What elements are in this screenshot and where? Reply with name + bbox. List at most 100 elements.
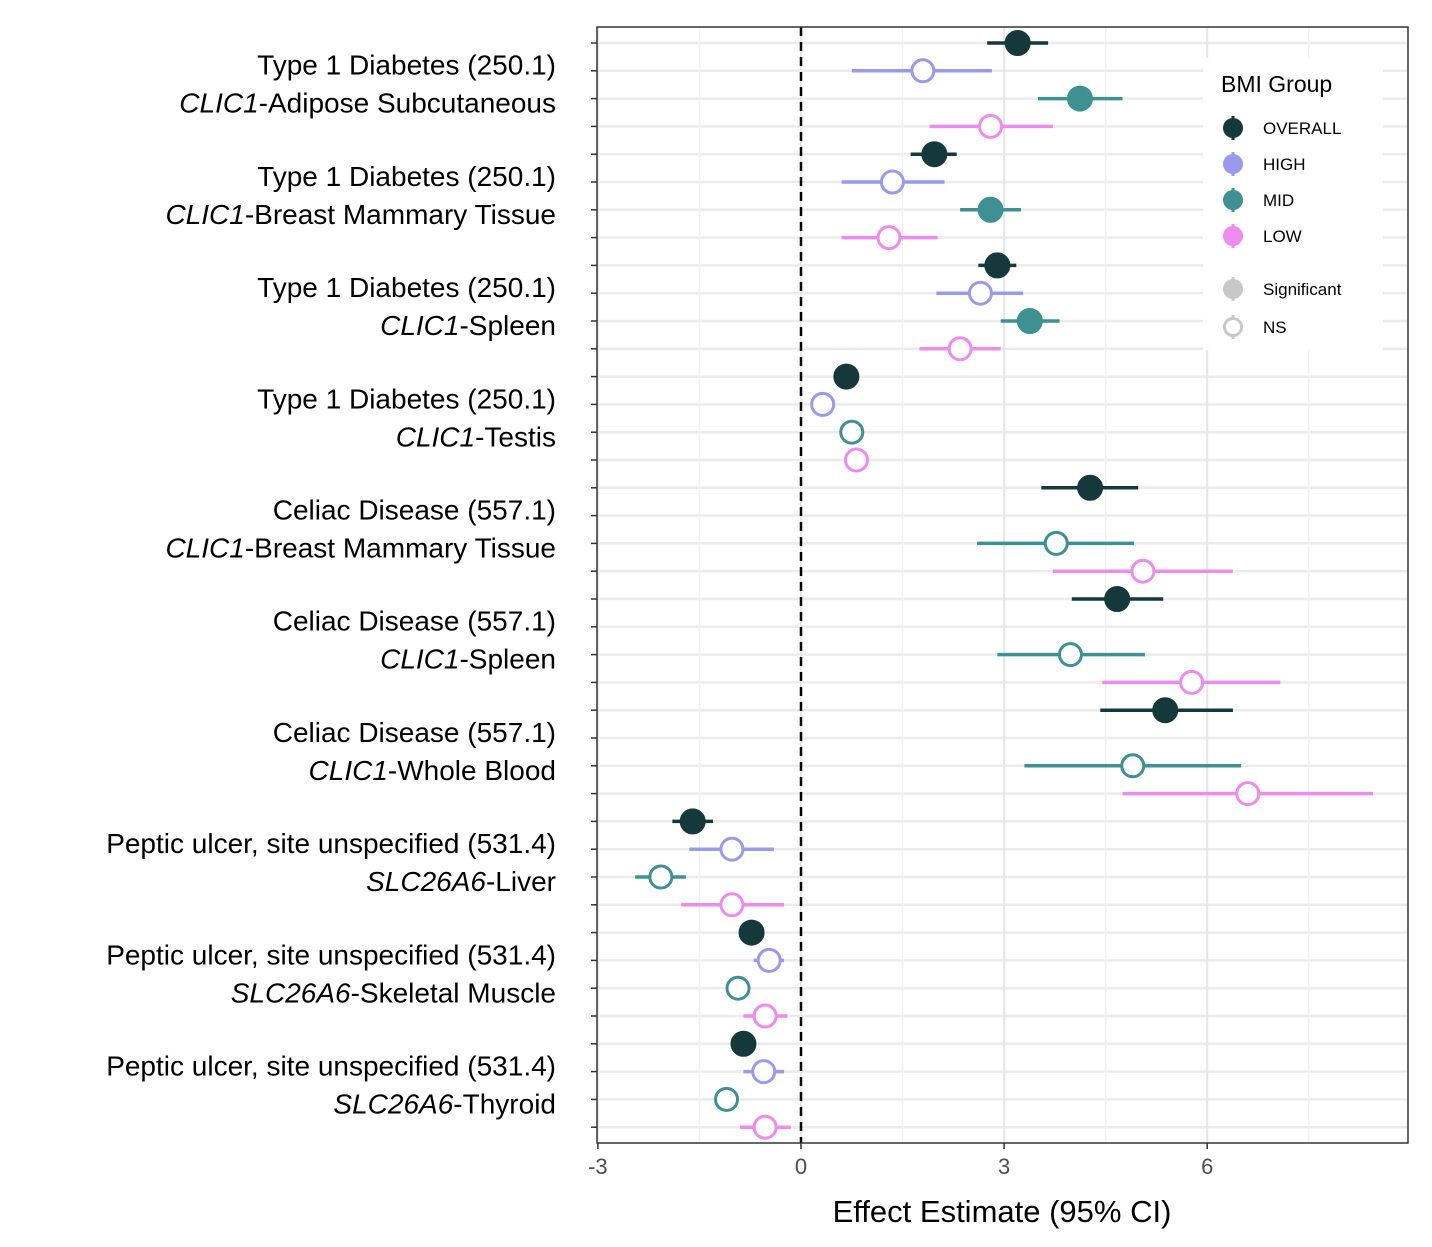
point-estimate bbox=[947, 336, 973, 362]
point-estimate bbox=[738, 919, 765, 946]
legend-key-point bbox=[1223, 226, 1243, 246]
gene-name: SLC26A6 bbox=[333, 1089, 453, 1120]
gene-tissue-label: CLIC1-Breast Mammary Tissue bbox=[165, 199, 556, 230]
point-estimate bbox=[714, 1086, 740, 1112]
tissue-name: -Whole Blood bbox=[388, 755, 556, 786]
point-estimate bbox=[876, 225, 902, 251]
legend-label: MID bbox=[1263, 191, 1294, 210]
point-estimate bbox=[1016, 308, 1043, 334]
tissue-name: -Adipose Subcutaneous bbox=[259, 88, 556, 119]
legend-key-point bbox=[1223, 118, 1243, 138]
tissue-name: -Spleen bbox=[459, 644, 556, 675]
y-labels-layer: Type 1 Diabetes (250.1)CLIC1-Adipose Sub… bbox=[106, 50, 556, 1120]
point-estimate bbox=[833, 363, 860, 390]
trait-label: Peptic ulcer, site unspecified (531.4) bbox=[106, 828, 556, 859]
point-estimate bbox=[1043, 530, 1069, 556]
point-estimate bbox=[1066, 85, 1093, 112]
point-estimate bbox=[1179, 669, 1205, 695]
tissue-name: -Skeletal Muscle bbox=[351, 977, 556, 1008]
axis-layer: -3 0 3 6 bbox=[588, 26, 1409, 1179]
point-estimate bbox=[648, 864, 674, 890]
legend-key-point bbox=[1223, 190, 1243, 210]
legend-label: OVERALL bbox=[1263, 119, 1341, 138]
point-estimate bbox=[730, 1030, 757, 1057]
trait-label: Type 1 Diabetes (250.1) bbox=[257, 161, 556, 192]
point-estimate bbox=[756, 947, 782, 973]
trait-label: Celiac Disease (557.1) bbox=[273, 495, 556, 526]
point-estimate bbox=[1104, 586, 1131, 612]
point-estimate bbox=[751, 1059, 777, 1085]
point-estimate bbox=[844, 447, 870, 473]
x-tick-label: 6 bbox=[1201, 1154, 1213, 1179]
trait-label: Peptic ulcer, site unspecified (531.4) bbox=[106, 939, 556, 970]
tissue-name: -Breast Mammary Tissue bbox=[245, 199, 556, 230]
gene-name: SLC26A6 bbox=[231, 977, 351, 1008]
legend: BMI Group OVERALL HIGH MID LOW Significant NS bbox=[1203, 58, 1383, 350]
point-estimate bbox=[977, 196, 1004, 223]
trait-label: Peptic ulcer, site unspecified (531.4) bbox=[106, 1051, 556, 1082]
point-estimate bbox=[910, 58, 936, 84]
point-estimate bbox=[752, 1114, 778, 1140]
gene-name: CLIC1 bbox=[165, 533, 244, 564]
gene-tissue-label: SLC26A6-Thyroid bbox=[333, 1089, 556, 1120]
gene-name: CLIC1 bbox=[165, 199, 244, 230]
gene-tissue-label: CLIC1-Spleen bbox=[380, 310, 556, 341]
legend-label: NS bbox=[1263, 318, 1287, 337]
legend-title: BMI Group bbox=[1221, 71, 1332, 97]
point-estimate bbox=[984, 252, 1011, 279]
gene-tissue-label: CLIC1-Whole Blood bbox=[309, 755, 556, 786]
legend-key-point bbox=[1223, 317, 1243, 337]
plot-border bbox=[596, 26, 1409, 1144]
grid-layer bbox=[596, 27, 1408, 1143]
point-estimate bbox=[1130, 558, 1156, 584]
gene-tissue-label: CLIC1-Breast Mammary Tissue bbox=[165, 533, 556, 564]
point-estimate bbox=[839, 419, 865, 445]
point-estimate bbox=[679, 808, 706, 835]
gene-name: SLC26A6 bbox=[366, 866, 486, 897]
tissue-name: -Liver bbox=[486, 866, 556, 897]
point-estimate bbox=[1120, 753, 1146, 779]
point-estimate bbox=[978, 113, 1004, 139]
point-estimate bbox=[752, 1003, 778, 1029]
point-estimate bbox=[725, 975, 751, 1001]
trait-label: Type 1 Diabetes (250.1) bbox=[257, 50, 556, 81]
gene-tissue-label: SLC26A6-Liver bbox=[366, 866, 556, 897]
point-estimate bbox=[1004, 30, 1031, 56]
gene-name: CLIC1 bbox=[179, 88, 258, 119]
point-estimate bbox=[719, 892, 745, 918]
trait-label: Type 1 Diabetes (250.1) bbox=[257, 272, 556, 303]
trait-label: Type 1 Diabetes (250.1) bbox=[257, 383, 556, 414]
point-estimate bbox=[1152, 697, 1179, 724]
trait-label: Celiac Disease (557.1) bbox=[273, 717, 556, 748]
point-estimate bbox=[921, 141, 948, 168]
point-estimate bbox=[967, 280, 993, 306]
marks-layer bbox=[635, 30, 1374, 1140]
x-tick-label: 0 bbox=[795, 1154, 807, 1179]
legend-label: LOW bbox=[1263, 227, 1302, 246]
gene-tissue-label: SLC26A6-Skeletal Muscle bbox=[231, 977, 556, 1008]
gene-tissue-label: CLIC1-Testis bbox=[396, 421, 556, 452]
tissue-name: -Spleen bbox=[459, 310, 556, 341]
point-estimate bbox=[879, 169, 905, 195]
x-tick-label: 3 bbox=[998, 1154, 1010, 1179]
tissue-name: -Testis bbox=[475, 421, 556, 452]
x-tick-label: -3 bbox=[588, 1154, 608, 1179]
point-estimate bbox=[1077, 474, 1104, 501]
legend-label: Significant bbox=[1263, 280, 1342, 299]
gene-name: CLIC1 bbox=[396, 421, 475, 452]
tissue-name: -Thyroid bbox=[453, 1089, 556, 1120]
gene-name: CLIC1 bbox=[380, 310, 459, 341]
x-axis-title: Effect Estimate (95% CI) bbox=[833, 1194, 1172, 1229]
gene-name: CLIC1 bbox=[309, 755, 388, 786]
gene-name: CLIC1 bbox=[380, 644, 459, 675]
point-estimate bbox=[1057, 642, 1083, 668]
point-estimate bbox=[810, 391, 836, 417]
gene-tissue-label: CLIC1-Spleen bbox=[380, 644, 556, 675]
legend-key-point bbox=[1223, 154, 1243, 174]
gene-tissue-label: CLIC1-Adipose Subcutaneous bbox=[179, 88, 556, 119]
point-estimate bbox=[1235, 781, 1261, 807]
trait-label: Celiac Disease (557.1) bbox=[273, 606, 556, 637]
legend-key-point bbox=[1223, 279, 1243, 299]
point-estimate bbox=[719, 836, 745, 862]
